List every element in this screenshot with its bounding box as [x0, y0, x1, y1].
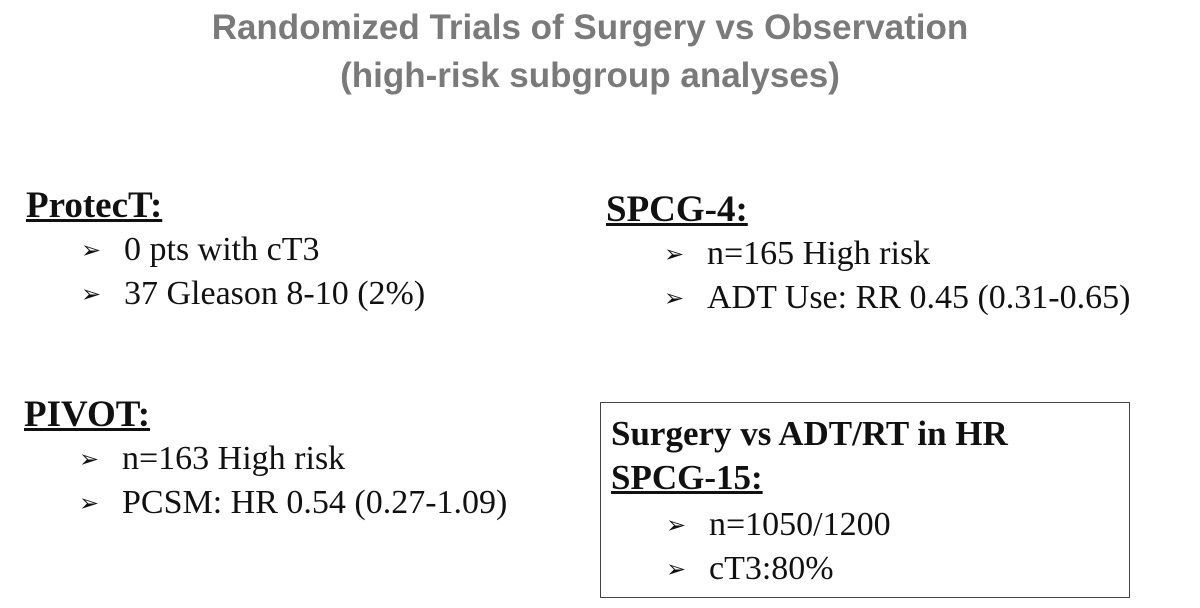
spcg15-bullet-2: ➢ cT3:80% [661, 547, 891, 591]
slide-title: Randomized Trials of Surgery vs Observat… [0, 4, 1180, 100]
arrowhead-bullet-icon: ➢ [665, 511, 687, 539]
spcg4-bullet-1-text: n=165 High risk [707, 235, 931, 272]
spcg15-bullet-2-text: cT3:80% [709, 550, 834, 587]
protect-section: ProtecT: ➢ 0 pts with cT3 ➢ 37 Gleason 8… [26, 184, 425, 316]
arrowhead-bullet-icon: ➢ [663, 240, 685, 268]
spcg15-bullet-1: ➢ n=1050/1200 [661, 503, 891, 547]
spcg15-heading: SPCG-15: [611, 458, 763, 497]
spcg15-box: Surgery vs ADT/RT in HR SPCG-15: ➢ n=105… [600, 402, 1130, 598]
protect-bullet-list: ➢ 0 pts with cT3 ➢ 37 Gleason 8-10 (2%) [76, 228, 425, 316]
arrowhead-bullet-icon: ➢ [78, 489, 100, 517]
arrowhead-bullet-icon: ➢ [78, 445, 100, 473]
spcg15-bullet-1-text: n=1050/1200 [709, 506, 891, 543]
spcg4-bullet-1: ➢ n=165 High risk [659, 232, 1130, 276]
pivot-bullet-list: ➢ n=163 High risk ➢ PCSM: HR 0.54 (0.27-… [74, 437, 507, 525]
spcg15-bullet-list: ➢ n=1050/1200 ➢ cT3:80% [661, 503, 891, 591]
spcg4-bullet-list: ➢ n=165 High risk ➢ ADT Use: RR 0.45 (0.… [659, 232, 1130, 320]
pivot-bullet-1: ➢ n=163 High risk [74, 437, 507, 481]
protect-heading: ProtecT: [26, 185, 163, 226]
protect-bullet-1-text: 0 pts with cT3 [124, 231, 320, 268]
pivot-section: PIVOT: ➢ n=163 High risk ➢ PCSM: HR 0.54… [24, 393, 507, 525]
spcg15-box-title: Surgery vs ADT/RT in HR [611, 414, 1008, 453]
slide-title-line-1: Randomized Trials of Surgery vs Observat… [211, 8, 969, 47]
pivot-bullet-2-text: PCSM: HR 0.54 (0.27-1.09) [122, 484, 508, 521]
protect-bullet-1: ➢ 0 pts with cT3 [76, 228, 425, 272]
protect-bullet-2-text: 37 Gleason 8-10 (2%) [124, 275, 426, 312]
slide-title-line-2: (high-risk subgroup analyses) [340, 56, 840, 95]
spcg4-bullet-2-text: ADT Use: RR 0.45 (0.31-0.65) [707, 279, 1131, 316]
spcg4-bullet-2: ➢ ADT Use: RR 0.45 (0.31-0.65) [659, 276, 1130, 320]
arrowhead-bullet-icon: ➢ [80, 280, 102, 308]
pivot-bullet-1-text: n=163 High risk [122, 440, 346, 477]
arrowhead-bullet-icon: ➢ [665, 555, 687, 583]
pivot-bullet-2: ➢ PCSM: HR 0.54 (0.27-1.09) [74, 481, 507, 525]
arrowhead-bullet-icon: ➢ [80, 236, 102, 264]
arrowhead-bullet-icon: ➢ [663, 284, 685, 312]
spcg4-heading: SPCG-4: [606, 189, 748, 230]
spcg4-section: SPCG-4: ➢ n=165 High risk ➢ ADT Use: RR … [606, 188, 1130, 320]
pivot-heading: PIVOT: [24, 394, 151, 435]
protect-bullet-2: ➢ 37 Gleason 8-10 (2%) [76, 272, 425, 316]
